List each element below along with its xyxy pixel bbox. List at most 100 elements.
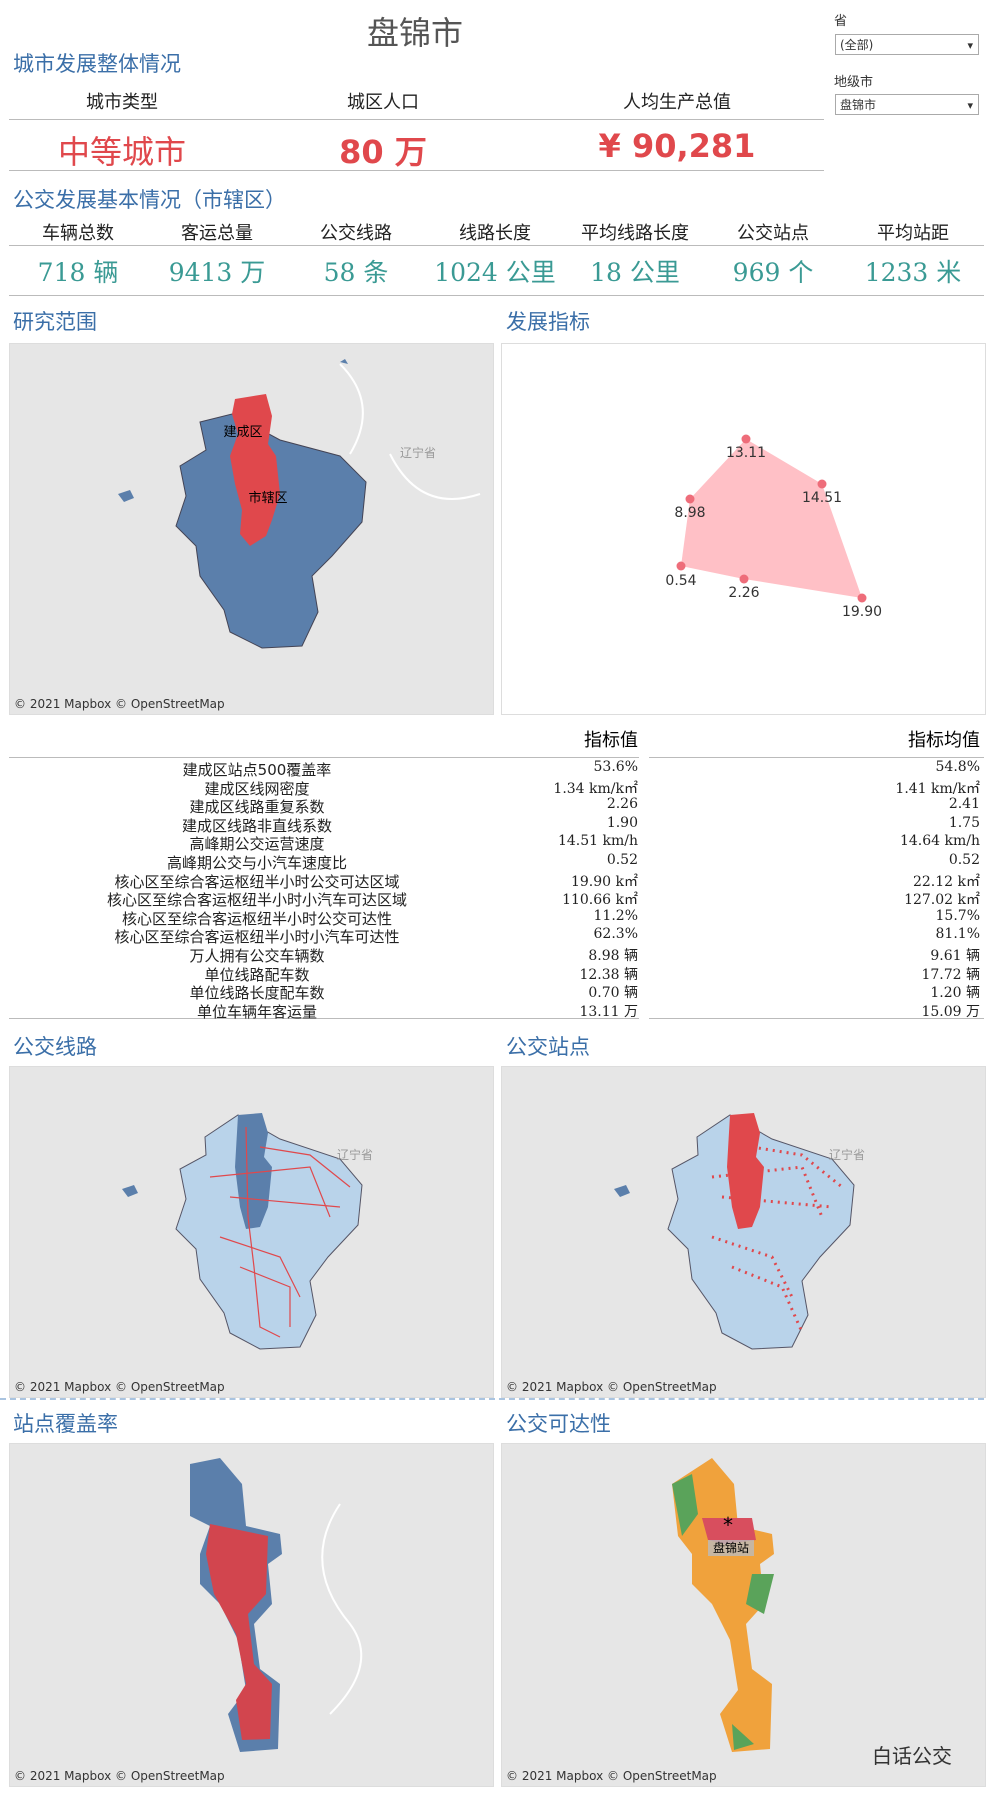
map-credit: © 2021 Mapbox © OpenStreetMap <box>506 1380 717 1394</box>
divider <box>9 119 824 120</box>
kpi-header: 城市类型 <box>86 92 158 113</box>
row-average: 14.64 km/h <box>899 833 980 850</box>
row-average: 127.02 k㎡ <box>904 892 980 909</box>
map-canvas: 辽宁省 <box>614 1113 865 1350</box>
map-canvas <box>190 1458 363 1752</box>
divider <box>0 1398 984 1400</box>
panel-title: 公交线路 <box>13 1035 97 1059</box>
row-average: 17.72 辆 <box>921 966 980 983</box>
map-label: 辽宁省 <box>337 1147 373 1162</box>
map-credit: © 2021 Mapbox © OpenStreetMap <box>14 1380 225 1394</box>
built-up-shape <box>230 394 280 546</box>
row-label: 建成区站点500覆盖率 <box>182 761 332 779</box>
divider <box>649 1018 984 1019</box>
kpi-header: 客运总量 <box>181 223 253 244</box>
row-average: 15.7% <box>935 907 980 924</box>
row-average: 2.41 <box>948 796 980 813</box>
kpi-value: 中等城市 <box>57 133 187 171</box>
row-label: 核心区至综合客运枢纽半小时小汽车可达性 <box>114 928 400 947</box>
divider <box>9 757 639 758</box>
kpi-value: 1024 公里 <box>434 258 556 287</box>
panel-title: 公交可达性 <box>506 1412 611 1436</box>
map-label: 盘锦站 <box>713 1540 749 1555</box>
row-value: 0.70 辆 <box>588 985 638 1002</box>
table-header: 指标值 <box>584 730 638 751</box>
filter-dropdown[interactable]: 盘锦市 <box>835 94 979 116</box>
table-header: 指标均值 <box>908 730 980 751</box>
section-title: 公交发展基本情况（市辖区） <box>13 188 286 212</box>
row-label: 高峰期公交与小汽车速度比 <box>166 854 348 872</box>
row-value: 110.66 k㎡ <box>562 892 638 909</box>
kpi-value: 718 辆 <box>37 258 119 287</box>
indicator-point <box>741 434 751 444</box>
kpi-header: 人均生产总值 <box>623 92 731 113</box>
row-average: 1.20 辆 <box>930 985 980 1002</box>
map-canvas: 建成区 市辖区 辽宁省 <box>118 359 481 649</box>
map-canvas: 辽宁省 <box>122 1113 373 1350</box>
indicator-point <box>857 593 867 603</box>
row-label: 建成区线路重复系数 <box>189 798 325 817</box>
indicator-area <box>681 439 862 598</box>
map-label: 建成区 <box>223 425 262 440</box>
kpi-value: 58 条 <box>323 258 389 287</box>
indicator-label: 8.98 <box>674 505 705 521</box>
indicator-label: 0.54 <box>665 573 696 589</box>
map-label: 辽宁省 <box>400 445 436 460</box>
map-label: 辽宁省 <box>829 1147 865 1162</box>
indicator-point <box>685 494 695 504</box>
map-bus-lines: 辽宁省 © 2021 Mapbox © OpenStreetMap <box>9 1066 494 1398</box>
row-label: 单位车辆年客运量 <box>196 1002 318 1021</box>
row-average: 54.8% <box>935 759 980 775</box>
indicator-chart: 13.11 14.51 19.90 2.26 0.54 8.98 <box>665 434 882 620</box>
kpi-value: 969 个 <box>732 258 814 287</box>
row-label: 核心区至综合客运枢纽半小时小汽车可达区域 <box>106 891 408 910</box>
row-value: 8.98 辆 <box>588 948 638 964</box>
filter-label: 省 <box>834 14 848 29</box>
row-value: 14.51 km/h <box>557 833 638 850</box>
map-label: 市辖区 <box>248 490 287 506</box>
divider <box>9 295 984 296</box>
divider <box>9 170 824 171</box>
row-value: 12.38 辆 <box>579 966 638 983</box>
kpi-header: 车辆总数 <box>42 223 114 244</box>
row-value: 2.26 <box>606 796 638 813</box>
indicator-point <box>739 574 749 584</box>
svg-text:*: * <box>723 1513 733 1537</box>
row-average: 0.52 <box>948 852 980 868</box>
map-bus-stops: 辽宁省 © 2021 Mapbox © OpenStreetMap <box>501 1066 986 1398</box>
kpi-header: 城区人口 <box>347 92 419 113</box>
panel-title: 发展指标 <box>506 310 590 334</box>
map-study-area: 建成区 市辖区 辽宁省 © 2021 Mapbox © OpenStreetMa… <box>9 343 494 715</box>
kpi-header: 公交站点 <box>737 223 809 244</box>
indicator-label: 19.90 <box>842 604 882 620</box>
kpi-header: 平均线路长度 <box>581 223 689 244</box>
map-coverage: © 2021 Mapbox © OpenStreetMap <box>9 1443 494 1787</box>
indicator-label: 13.11 <box>726 445 766 461</box>
kpi-value: 18 公里 <box>590 258 680 287</box>
row-label: 万人拥有公交车辆数 <box>189 947 325 965</box>
row-value: 0.52 <box>606 852 638 868</box>
row-value: 53.6% <box>593 759 638 775</box>
divider <box>9 245 984 246</box>
panel-title: 公交站点 <box>506 1035 590 1059</box>
row-value: 19.90 k㎡ <box>570 873 638 890</box>
panel-title: 研究范围 <box>13 310 97 334</box>
row-value: 1.34 km/k㎡ <box>553 780 638 797</box>
row-label: 单位线路长度配车数 <box>189 984 325 1003</box>
row-average: 81.1% <box>935 926 980 943</box>
district-shape <box>175 413 367 649</box>
indicator-label: 14.51 <box>802 490 842 506</box>
row-average: 15.09 万 <box>921 1003 980 1020</box>
indicator-point <box>817 479 827 489</box>
row-average: 1.41 km/k㎡ <box>895 780 980 797</box>
filter-dropdown[interactable]: (全部) <box>835 34 979 56</box>
row-value: 13.11 万 <box>579 1003 638 1020</box>
row-label: 单位线路配车数 <box>204 965 310 984</box>
row-label: 核心区至综合客运枢纽半小时公交可达性 <box>121 909 393 928</box>
row-label: 高峰期公交运营速度 <box>189 835 325 854</box>
divider <box>649 757 984 758</box>
row-value: 11.2% <box>593 907 638 924</box>
row-label: 建成区线网密度 <box>204 779 310 798</box>
row-label: 建成区线路非直线系数 <box>181 816 333 835</box>
